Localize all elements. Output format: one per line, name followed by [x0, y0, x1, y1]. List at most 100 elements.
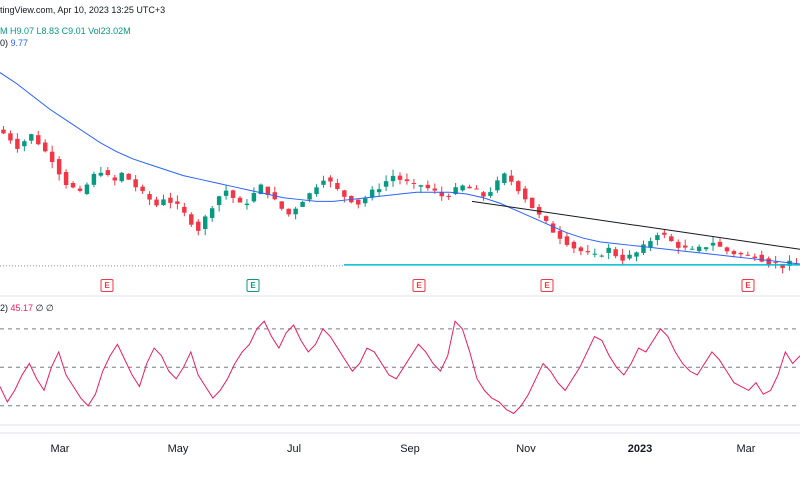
candle-body — [335, 183, 340, 189]
candle-body — [682, 245, 688, 248]
x-tick-label: Nov — [516, 443, 536, 455]
candle-body — [411, 183, 417, 184]
x-tick-label: Mar — [50, 443, 70, 455]
candle-body — [56, 159, 62, 175]
candle-body — [717, 241, 723, 247]
candle-body — [126, 173, 131, 180]
candle-body — [314, 187, 319, 195]
candle-body — [578, 247, 584, 252]
earnings-marker[interactable]: E — [741, 279, 755, 292]
candle-body — [460, 185, 465, 191]
candle-body — [592, 253, 598, 255]
candle-body — [98, 172, 104, 176]
candle-body — [223, 190, 229, 196]
candle-body — [63, 171, 69, 186]
candle-body — [342, 190, 347, 197]
grid — [0, 265, 800, 434]
candle-body — [529, 197, 535, 209]
candle-body — [773, 262, 778, 264]
candle-body — [293, 208, 298, 215]
candle-body — [564, 236, 570, 245]
candle-body — [258, 184, 264, 195]
candle-body — [676, 241, 681, 248]
candle-body — [140, 186, 145, 192]
candle-body — [286, 208, 291, 215]
candle-body — [91, 173, 97, 185]
x-tick-label: May — [167, 443, 189, 455]
candle-body — [77, 188, 83, 191]
candle-body — [383, 181, 389, 187]
candle-body — [550, 223, 556, 233]
rsi-line — [0, 320, 800, 415]
candle-body — [724, 247, 730, 252]
candle-body — [328, 177, 333, 182]
x-tick-label: Sep — [400, 443, 420, 455]
earnings-marker[interactable]: E — [246, 279, 260, 292]
candle-body — [29, 134, 34, 141]
candle-body — [321, 180, 326, 185]
candle-body — [84, 184, 90, 195]
candle-body — [571, 241, 577, 249]
candle-body — [265, 186, 271, 195]
candle-body — [216, 196, 222, 206]
candle-body — [481, 192, 486, 197]
x-tick-label: Jul — [286, 443, 302, 455]
candle-body — [161, 199, 166, 206]
candle-body — [648, 241, 653, 248]
earnings-marker[interactable]: E — [412, 279, 426, 292]
rsi-levels — [0, 328, 800, 407]
candle-body — [669, 236, 674, 242]
candle-body — [119, 172, 124, 182]
candle-body — [488, 192, 493, 196]
candle-body — [502, 173, 507, 183]
candle-body — [307, 193, 312, 200]
candle-body — [8, 133, 13, 141]
candle-body — [543, 216, 549, 221]
candle-body — [710, 242, 716, 246]
candle-body — [418, 185, 424, 187]
candle-body — [70, 183, 76, 188]
candle-body — [495, 180, 500, 191]
x-tick-label: Mar — [736, 443, 756, 455]
candle-body — [209, 208, 215, 218]
candle-body — [766, 258, 771, 265]
earnings-marker[interactable]: E — [540, 279, 554, 292]
candle-body — [300, 201, 305, 207]
candle-body — [168, 197, 173, 203]
ohlc-prefix: M — [0, 26, 10, 36]
header-ohlc: M H9.07 L8.83 C9.01 Vol23.02M — [0, 26, 131, 36]
candles — [1, 126, 799, 274]
header-rsi: 2) 45.17 ∅ ∅ — [0, 303, 54, 314]
rsi-extra: ∅ ∅ — [35, 303, 54, 313]
rsi-value: 45.17 — [10, 303, 34, 313]
candle-body — [182, 206, 187, 213]
candle-body — [752, 256, 758, 258]
candle-body — [175, 201, 180, 204]
candle-body — [237, 197, 243, 203]
candle-body — [731, 251, 737, 255]
ohlc-close: C9.01 — [61, 26, 86, 36]
earnings-marker[interactable]: E — [100, 279, 114, 292]
ohlc-high: H9.07 — [10, 26, 35, 36]
candle-body — [369, 189, 375, 198]
x-tick-label: 2023 — [627, 443, 653, 455]
candle-body — [703, 247, 709, 250]
candle-body — [696, 246, 702, 252]
candle-body — [655, 235, 660, 241]
candle-body — [397, 175, 403, 180]
candle-body — [738, 252, 744, 255]
candle-body — [230, 190, 236, 198]
rsi-prefix: 2) — [0, 303, 9, 313]
ma-value: 9.77 — [10, 38, 29, 48]
candle-body — [22, 141, 27, 147]
ma-prefix: 0) — [0, 38, 9, 48]
candle-body — [133, 179, 138, 188]
candle-body — [606, 247, 611, 253]
candle-body — [453, 187, 458, 195]
candle-body — [759, 254, 764, 262]
candle-body — [112, 177, 118, 181]
header-source: tingView.com, Apr 10, 2023 13:25 UTC+3 — [0, 5, 165, 15]
candle-body — [439, 192, 444, 197]
